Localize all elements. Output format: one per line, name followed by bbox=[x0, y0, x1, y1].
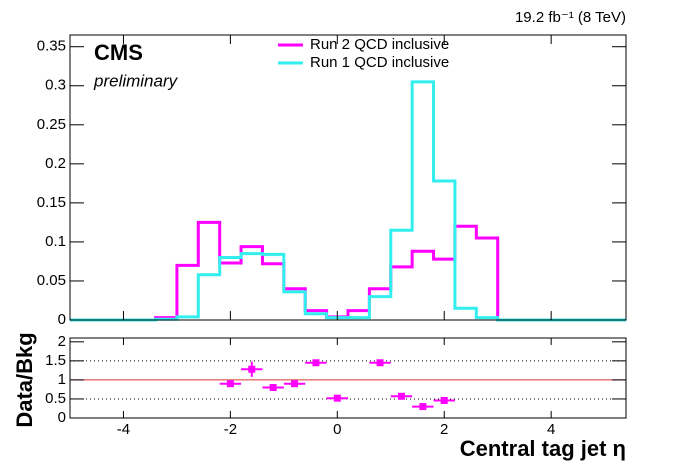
x-tick-label: 4 bbox=[547, 421, 555, 438]
data-point bbox=[397, 392, 405, 400]
y-tick-label: 0.3 bbox=[45, 77, 66, 94]
x-axis-title: Central tag jet η bbox=[460, 436, 626, 461]
y-tick-label: 0 bbox=[58, 311, 66, 328]
x-tick-label: -4 bbox=[117, 421, 130, 438]
y-tick-label: 0.2 bbox=[45, 155, 66, 172]
data-point bbox=[269, 384, 277, 392]
y-tick-label: 0 bbox=[58, 409, 66, 426]
preliminary-label: preliminary bbox=[93, 71, 179, 90]
y-tick-label: 0.25 bbox=[37, 116, 66, 133]
data-point bbox=[333, 394, 341, 402]
y-tick-label: 1.5 bbox=[45, 352, 66, 369]
y-tick-label: 0.5 bbox=[45, 390, 66, 407]
data-point bbox=[312, 359, 320, 367]
y-tick-label: 0.35 bbox=[37, 38, 66, 55]
histogram-line bbox=[70, 220, 626, 322]
legend-label: Run 1 QCD inclusive bbox=[310, 54, 449, 71]
x-tick-label: 2 bbox=[440, 421, 448, 438]
y-tick-label: 0.15 bbox=[37, 194, 66, 211]
plot-frame bbox=[69, 34, 627, 321]
y-tick-label: 2 bbox=[58, 333, 66, 350]
data-point bbox=[440, 396, 448, 404]
y-tick-label: 0.1 bbox=[45, 233, 66, 250]
data-point bbox=[248, 365, 256, 373]
lumi-label: 19.2 fb⁻¹ (8 TeV) bbox=[515, 9, 626, 26]
data-point bbox=[419, 403, 427, 411]
cms-label: CMS bbox=[94, 40, 143, 65]
plot-frame bbox=[69, 337, 627, 419]
y-axis-title: Data/Bkg bbox=[12, 332, 37, 427]
legend-label: Run 2 QCD inclusive bbox=[310, 36, 449, 53]
x-tick-label: -2 bbox=[224, 421, 237, 438]
x-tick-label: 0 bbox=[333, 421, 341, 438]
data-point bbox=[291, 380, 299, 388]
y-tick-label: 1 bbox=[58, 371, 66, 388]
y-tick-label: 0.05 bbox=[37, 272, 66, 289]
histogram-line bbox=[70, 80, 626, 322]
data-point bbox=[376, 359, 384, 367]
data-point bbox=[226, 380, 234, 388]
